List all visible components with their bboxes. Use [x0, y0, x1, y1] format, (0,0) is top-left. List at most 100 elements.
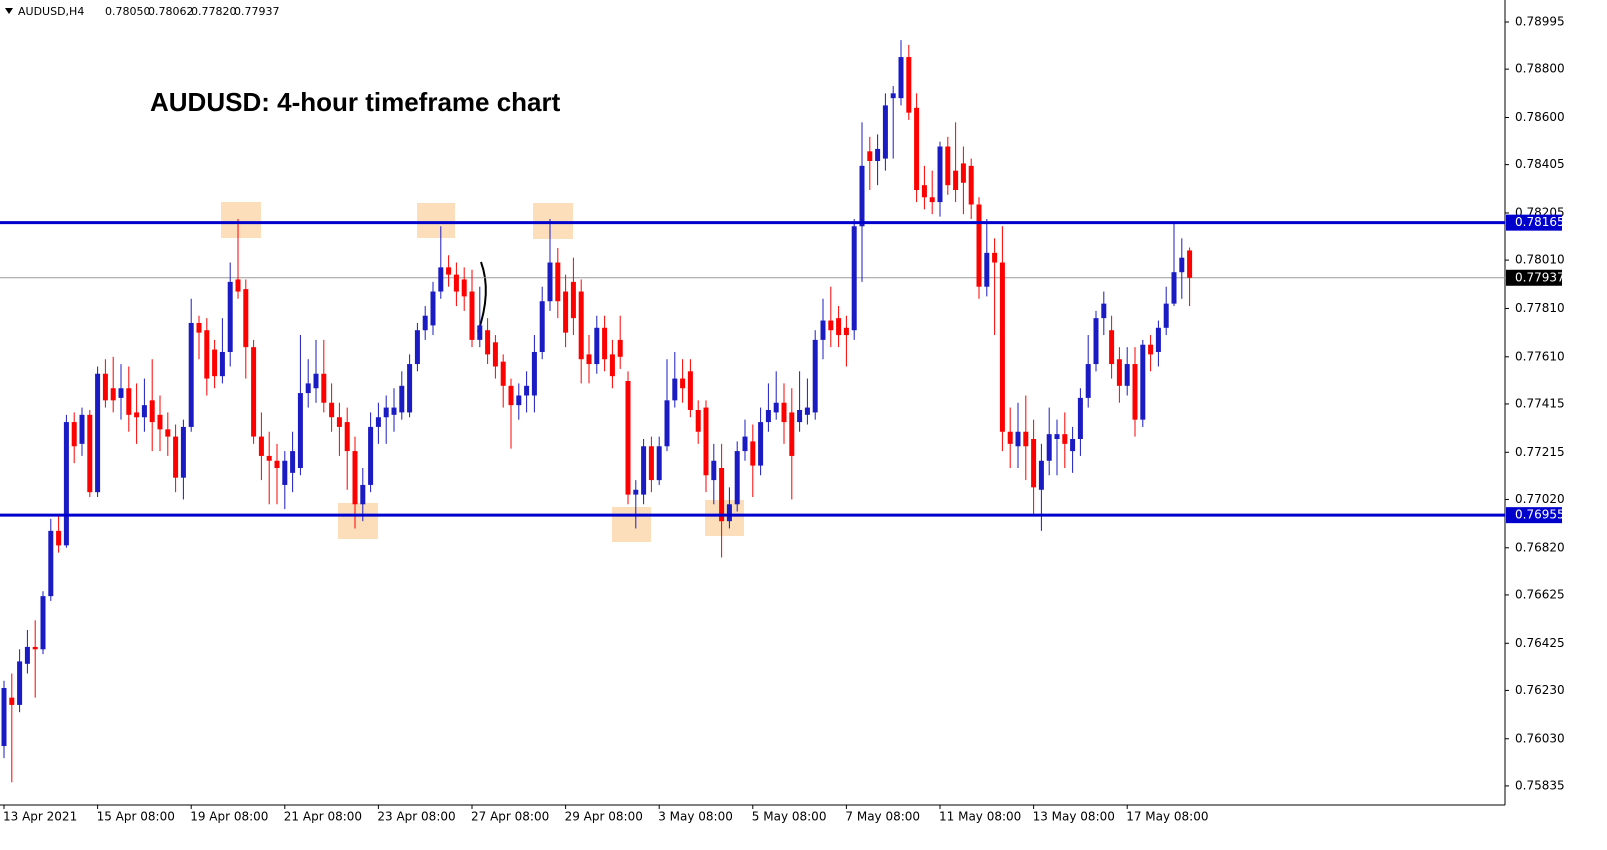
y-tick-label: 0.76625	[1515, 587, 1565, 601]
candle-body	[24, 646, 30, 664]
candle-body	[508, 385, 514, 406]
candle-body	[313, 373, 319, 389]
candle-body	[648, 446, 654, 481]
candle-body	[157, 414, 163, 430]
candle-body	[984, 252, 990, 287]
candle-body	[843, 327, 849, 336]
candle-body	[586, 354, 592, 365]
highlight-zones	[221, 202, 744, 542]
menu-triangle	[5, 8, 13, 14]
y-tick-label: 0.78800	[1515, 62, 1565, 76]
candle-body	[243, 289, 249, 348]
candle-body	[937, 146, 943, 203]
candle-body	[836, 318, 842, 336]
candle-body	[391, 407, 397, 415]
x-tick-label: 13 May 08:00	[1033, 810, 1115, 824]
level-line-label-box	[1506, 214, 1562, 231]
candle-body	[812, 339, 818, 413]
header-open: 0.78050	[105, 5, 151, 18]
candle-body	[141, 405, 147, 418]
candle-body	[680, 378, 686, 389]
candle-body	[999, 262, 1005, 432]
candle-body	[102, 373, 108, 401]
candle-body	[383, 407, 389, 418]
x-tick-label: 7 May 08:00	[845, 810, 920, 824]
candle-body	[1187, 250, 1193, 278]
x-tick-label: 27 Apr 08:00	[471, 810, 549, 824]
candle-body	[344, 422, 350, 452]
candle-body	[968, 165, 974, 205]
candle-body	[32, 646, 38, 650]
candle-body	[945, 146, 951, 186]
candle-body	[641, 446, 647, 495]
candle-body	[890, 93, 896, 99]
candle-body	[1140, 344, 1146, 420]
candle-body	[235, 279, 241, 292]
candle-body	[734, 451, 740, 505]
candle-body	[165, 429, 171, 437]
candle-body	[914, 107, 920, 191]
candle-body	[1007, 431, 1013, 444]
candle-body	[321, 373, 327, 403]
candle-body	[196, 322, 202, 333]
candle-body	[446, 267, 452, 275]
candle-body	[633, 489, 639, 495]
candle-body	[1054, 434, 1060, 440]
y-tick-label: 0.76030	[1515, 731, 1565, 745]
candle-body	[742, 436, 748, 452]
y-tick-label: 0.78010	[1515, 253, 1565, 267]
candle-body	[469, 291, 475, 340]
y-tick-label: 0.76425	[1515, 636, 1565, 650]
x-tick-label: 3 May 08:00	[658, 810, 733, 824]
price-label-box	[1506, 269, 1562, 286]
candle-body	[188, 322, 194, 427]
candle-body	[867, 151, 873, 161]
candle-body	[204, 330, 210, 379]
x-tick-label: 17 May 08:00	[1126, 810, 1208, 824]
candle-body	[266, 455, 272, 461]
candle-body	[56, 530, 62, 546]
candle-body	[687, 371, 693, 410]
candle-body	[656, 446, 662, 481]
candle-body	[219, 351, 225, 377]
candle-body	[828, 320, 834, 331]
candle-body	[960, 163, 966, 183]
candle-body	[617, 339, 623, 357]
header-low: 0.77820	[191, 5, 237, 18]
y-tick-label: 0.77610	[1515, 349, 1565, 363]
candle-body	[258, 436, 264, 456]
candle-body	[765, 409, 771, 423]
candle-body	[336, 417, 342, 427]
candle-body	[570, 281, 576, 319]
y-tick-label: 0.78405	[1515, 157, 1565, 171]
candle-body	[407, 364, 413, 413]
candle-body	[539, 301, 545, 352]
candle-body	[726, 504, 732, 522]
candle-body	[804, 407, 810, 415]
candle-body	[875, 148, 881, 161]
candle-body	[1077, 397, 1083, 440]
candle-body	[368, 426, 374, 485]
price-label: 0.77937	[1515, 270, 1565, 284]
candle-body	[555, 262, 561, 302]
x-tick-label: 5 May 08:00	[752, 810, 827, 824]
candle-body	[126, 388, 132, 415]
symbol: AUDUSD,H4	[18, 5, 84, 18]
candle-body	[516, 395, 522, 406]
x-tick-label: 23 Apr 08:00	[377, 810, 455, 824]
candle-body	[563, 291, 569, 333]
candle-body	[1179, 257, 1185, 273]
candle-body	[1093, 318, 1099, 365]
candle-body	[625, 380, 631, 495]
x-tick-label: 15 Apr 08:00	[97, 810, 175, 824]
candle-body	[1031, 439, 1037, 488]
candle-body	[375, 417, 381, 427]
candle-body	[282, 460, 288, 485]
candle-body	[859, 165, 865, 227]
candle-body	[71, 422, 77, 447]
candle-body	[781, 402, 787, 423]
level-line-label-box	[1506, 507, 1562, 524]
candle-body	[703, 407, 709, 476]
candle-body	[461, 279, 467, 297]
candle-body	[1132, 364, 1138, 420]
